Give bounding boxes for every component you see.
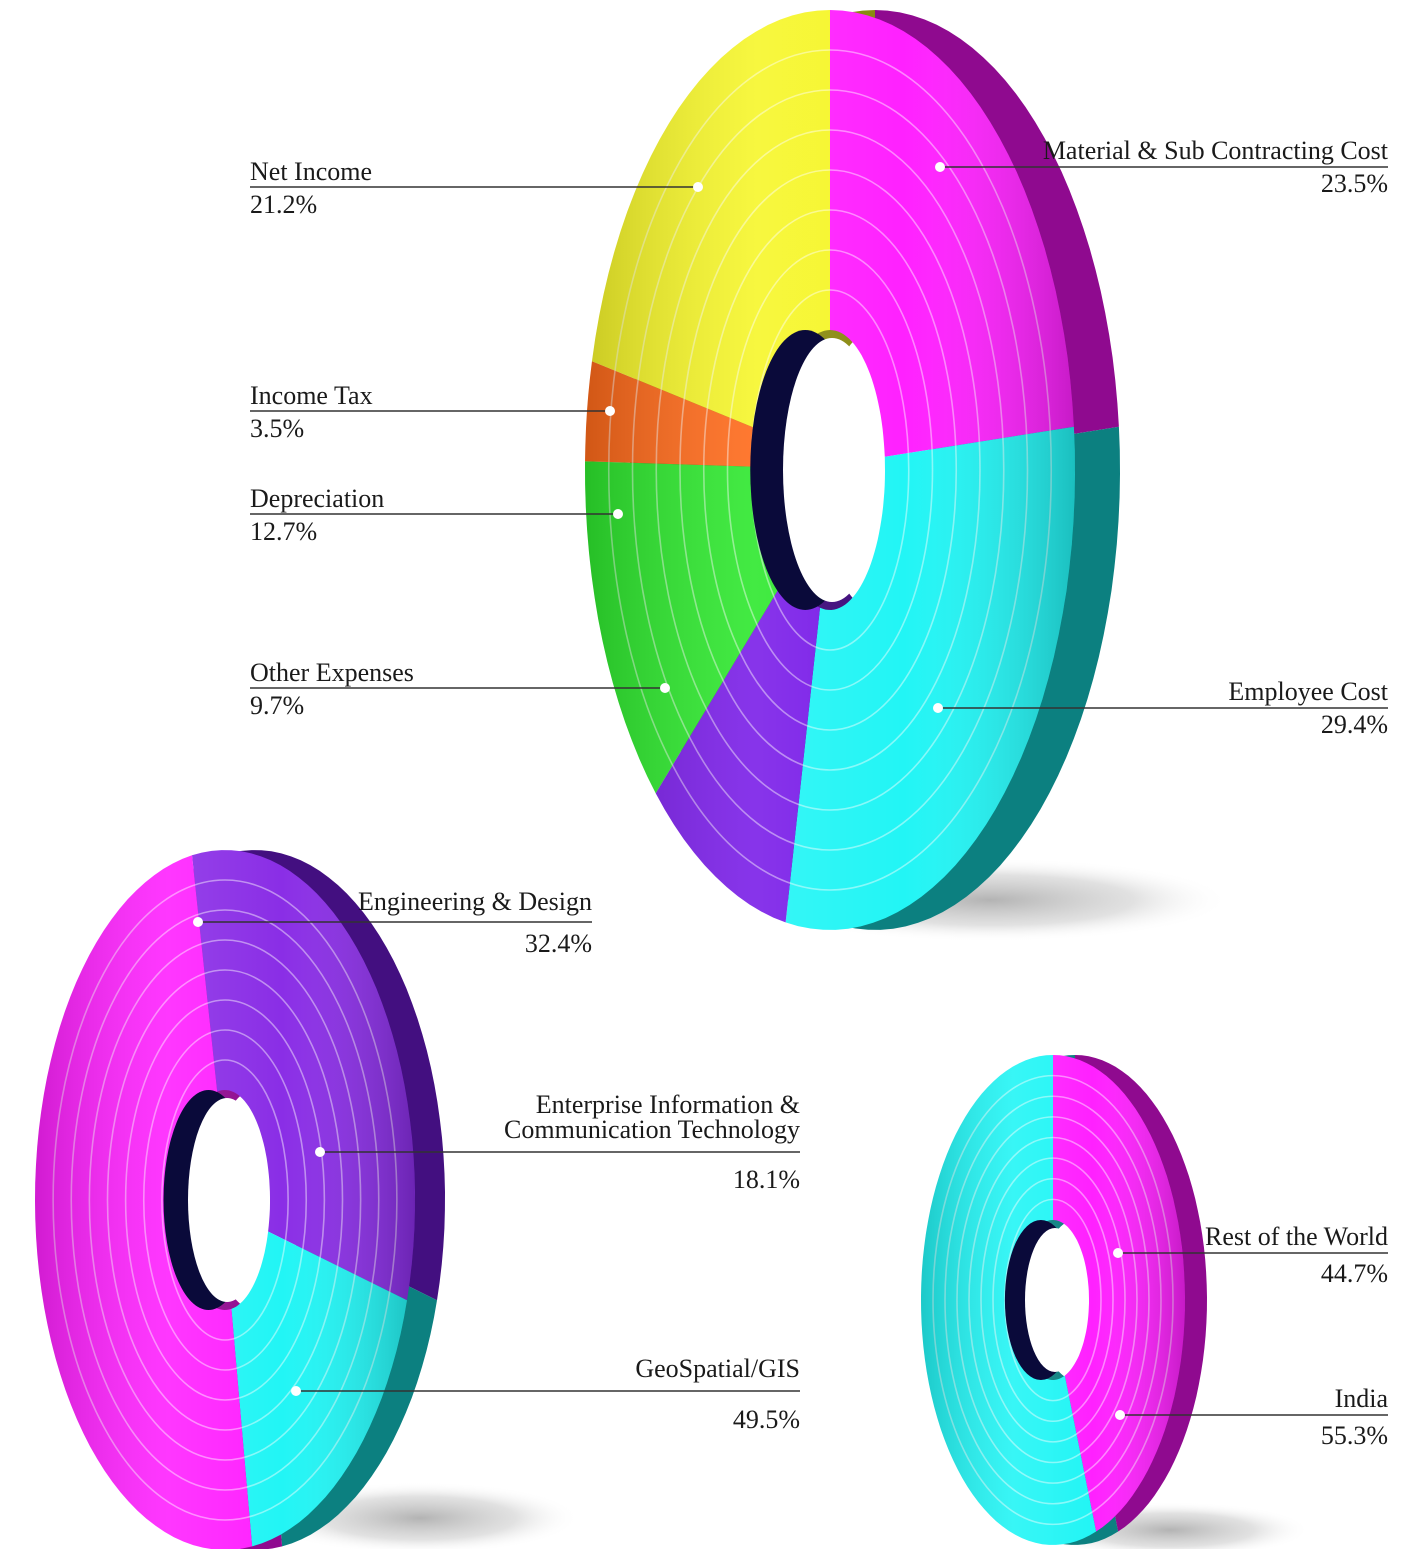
slice-value-material-sub-contracting-cost: 23.5%	[1321, 169, 1388, 198]
chart-2-hole	[163, 1090, 266, 1310]
slice-label-rest-of-the-world: Rest of the World	[1205, 1222, 1388, 1251]
slice-label-geospatial-gis: GeoSpatial/GIS	[635, 1354, 800, 1383]
hole-opening	[1025, 1228, 1085, 1372]
slice-label-net-income: Net Income	[250, 157, 372, 186]
label-dot-geospatial-gis	[291, 1386, 301, 1396]
label-dot-income-tax	[605, 406, 615, 416]
label-dot-enterprise-information-communication-technology	[315, 1147, 325, 1157]
slice-value-income-tax: 3.5%	[250, 414, 304, 443]
chart-3-labels: Rest of the World 44.7% India 55.3%	[1113, 1222, 1389, 1450]
hole-opening	[188, 1098, 266, 1302]
label-dot-employee-cost	[933, 703, 943, 713]
geography-donut: Rest of the World 44.7% India 55.3%	[921, 1055, 1388, 1549]
chart-1-hole	[750, 330, 881, 610]
hole-opening	[783, 338, 881, 602]
slice-label-enterprise-information-communication-technology: Communication Technology	[504, 1115, 800, 1144]
label-dot-engineering-design	[193, 917, 203, 927]
slice-label-enterprise-information-communication-technology: Enterprise Information &	[536, 1090, 800, 1119]
label-dot-net-income	[693, 182, 703, 192]
slice-label-india: India	[1335, 1384, 1389, 1413]
slice-value-employee-cost: 29.4%	[1321, 710, 1388, 739]
slice-value-rest-of-the-world: 44.7%	[1321, 1259, 1388, 1288]
chart-3-hole	[1004, 1220, 1085, 1380]
slice-value-enterprise-information-communication-technology: 18.1%	[733, 1165, 800, 1194]
slice-value-depreciation: 12.7%	[250, 517, 317, 546]
service-segment-donut: Engineering & Design 32.4% Enterprise Info…	[35, 850, 800, 1549]
label-dot-rest-of-the-world	[1113, 1248, 1123, 1258]
label-dot-other-expenses	[660, 683, 670, 693]
label-dot-india	[1115, 1410, 1125, 1420]
slice-label-income-tax: Income Tax	[250, 381, 373, 410]
label-dot-material-sub-contracting-cost	[935, 162, 945, 172]
chart-2-labels: Engineering & Design 32.4% Enterprise Info…	[193, 887, 800, 1434]
slice-value-net-income: 21.2%	[250, 190, 317, 219]
slice-value-engineering-design: 32.4%	[525, 929, 592, 958]
slice-label-material-sub-contracting-cost: Material & Sub Contracting Cost	[1043, 136, 1389, 165]
label-dot-depreciation	[613, 509, 623, 519]
slice-label-other-expenses: Other Expenses	[250, 658, 414, 687]
slice-label-employee-cost: Employee Cost	[1228, 677, 1388, 706]
slice-value-geospatial-gis: 49.5%	[733, 1405, 800, 1434]
chart-1-labels: Material & Sub Contracting Cost 23.5% Empl…	[250, 136, 1389, 739]
slice-label-engineering-design: Engineering & Design	[358, 887, 592, 916]
slice-value-other-expenses: 9.7%	[250, 691, 304, 720]
slice-label-depreciation: Depreciation	[250, 484, 384, 513]
cost-breakdown-donut: Material & Sub Contracting Cost 23.5% Empl…	[250, 10, 1389, 942]
slice-value-india: 55.3%	[1321, 1421, 1388, 1450]
